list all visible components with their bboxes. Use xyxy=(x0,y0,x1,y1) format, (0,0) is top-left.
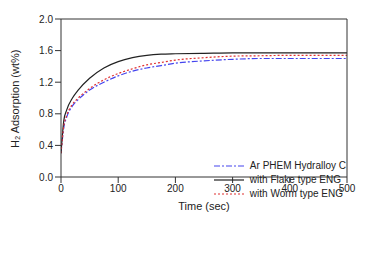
svg-text:H₂ Adsorption (wt%): H₂ Adsorption (wt%) xyxy=(9,50,21,148)
svg-text:500: 500 xyxy=(339,183,356,194)
svg-text:0: 0 xyxy=(58,183,64,194)
svg-text:400: 400 xyxy=(281,183,298,194)
svg-text:2.0: 2.0 xyxy=(39,14,53,25)
svg-text:100: 100 xyxy=(110,183,127,194)
svg-text:0.0: 0.0 xyxy=(39,172,53,183)
svg-text:300: 300 xyxy=(224,183,241,194)
svg-text:1.2: 1.2 xyxy=(39,77,53,88)
svg-text:Time (sec): Time (sec) xyxy=(178,200,230,212)
svg-text:1.6: 1.6 xyxy=(39,45,53,56)
svg-text:200: 200 xyxy=(167,183,184,194)
svg-text:0.8: 0.8 xyxy=(39,108,53,119)
svg-text:0.4: 0.4 xyxy=(39,140,53,151)
